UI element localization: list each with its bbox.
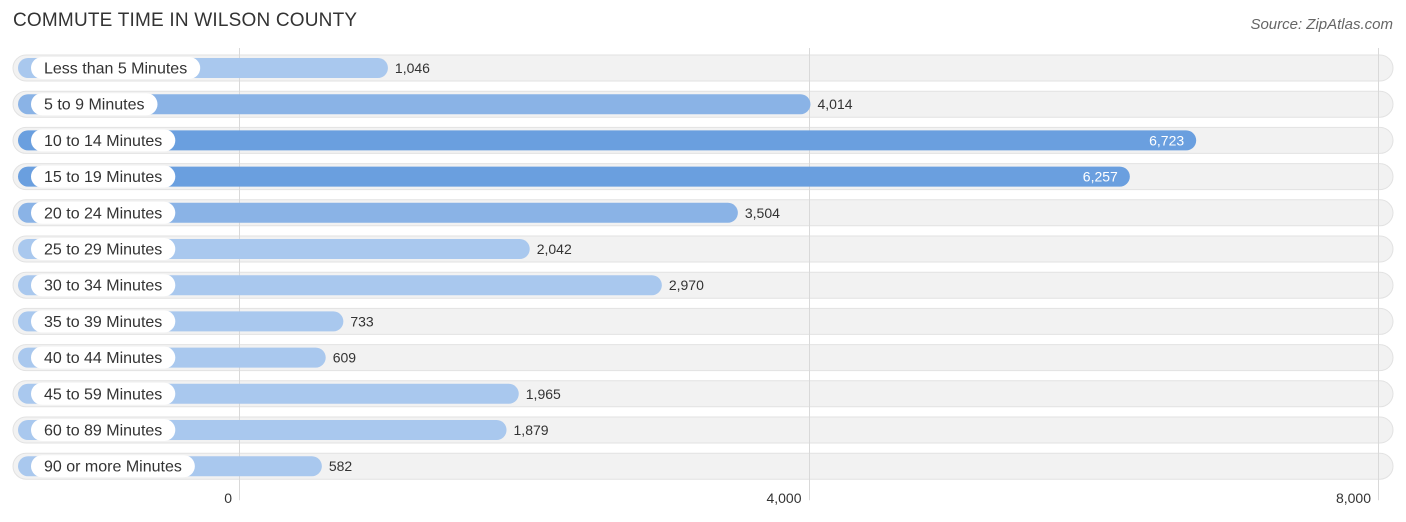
category-label: 10 to 14 Minutes — [44, 133, 162, 150]
category-label-pill — [31, 346, 176, 369]
category-label: 20 to 24 Minutes — [44, 205, 162, 222]
category-label: 60 to 89 Minutes — [44, 423, 162, 440]
category-label-pill — [31, 455, 195, 478]
category-label-pill — [31, 129, 176, 152]
row-background — [12, 452, 1394, 480]
category-label-pill — [31, 57, 201, 79]
category-label-pill — [31, 238, 176, 260]
value-label: 1,046 — [395, 60, 430, 76]
value-label: 1,965 — [526, 386, 561, 402]
bar — [18, 275, 662, 296]
category-label-pill — [31, 93, 158, 116]
category-label: 5 to 9 Minutes — [44, 97, 145, 114]
category-label-pill — [31, 201, 176, 224]
value-label: 2,970 — [669, 277, 704, 293]
category-label: 15 to 19 Minutes — [44, 169, 162, 186]
value-label: 609 — [333, 350, 357, 366]
value-label: 6,723 — [1149, 132, 1184, 148]
row-background — [12, 307, 1394, 335]
value-label: 6,257 — [1083, 169, 1118, 185]
category-label-pill — [31, 310, 176, 333]
category-label-pill — [31, 274, 176, 297]
chart-title: COMMUTE TIME IN WILSON COUNTY — [13, 10, 358, 31]
row-background — [12, 344, 1394, 372]
category-label-pill — [31, 165, 176, 188]
axis-tick-label: 8,000 — [1336, 490, 1371, 506]
category-label: 40 to 44 Minutes — [44, 350, 162, 367]
value-label: 582 — [329, 458, 353, 474]
bar — [18, 94, 811, 115]
bar — [18, 166, 1130, 187]
value-label: 3,504 — [745, 205, 780, 221]
axis-tick-label: 0 — [224, 490, 232, 506]
bar — [18, 202, 738, 223]
category-label-pill — [31, 419, 176, 441]
category-label-pill — [31, 382, 176, 405]
category-label: 35 to 39 Minutes — [44, 314, 162, 331]
category-label: 45 to 59 Minutes — [44, 386, 162, 403]
value-label: 733 — [350, 313, 374, 329]
chart-source: Source: ZipAtlas.com — [1250, 16, 1393, 33]
axis-tick-label: 4,000 — [766, 490, 801, 506]
category-label: 25 to 29 Minutes — [44, 242, 162, 259]
value-label: 1,879 — [514, 422, 549, 438]
category-label: 90 or more Minutes — [44, 459, 182, 476]
bar — [18, 130, 1197, 151]
category-label: 30 to 34 Minutes — [44, 278, 162, 295]
category-label: Less than 5 Minutes — [44, 61, 187, 78]
value-label: 4,014 — [817, 96, 852, 112]
value-label: 2,042 — [537, 241, 572, 257]
